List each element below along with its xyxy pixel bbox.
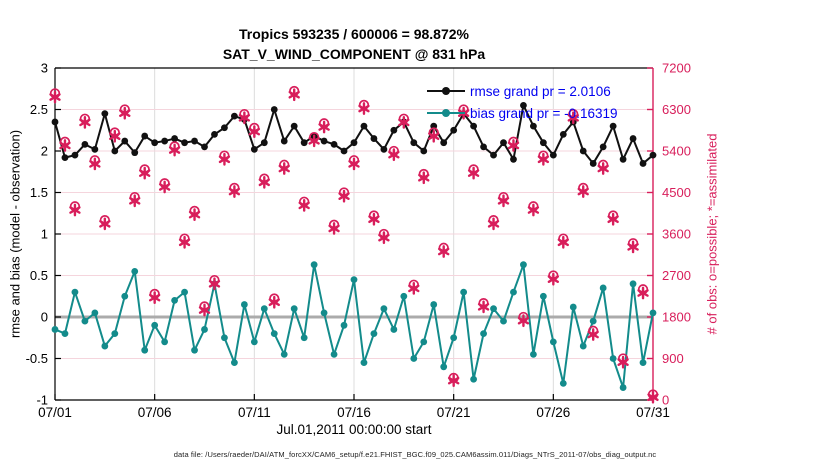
- svg-text:07/26: 07/26: [536, 405, 570, 420]
- legend-label-bias: bias grand pr = -0.16319: [470, 105, 618, 121]
- svg-text:07/01: 07/01: [38, 405, 72, 420]
- legend-row-rmse: rmse grand pr = 2.0106: [427, 80, 617, 102]
- svg-text:07/11: 07/11: [238, 405, 271, 420]
- chart-title-block: Tropics 593235 / 600006 = 98.872% SAT_V_…: [55, 24, 653, 64]
- chart-title: Tropics 593235 / 600006 = 98.872%: [238, 26, 469, 42]
- svg-text:07/21: 07/21: [437, 405, 471, 420]
- svg-text:900: 900: [662, 351, 684, 366]
- svg-text:1800: 1800: [662, 310, 691, 325]
- svg-text:3600: 3600: [662, 227, 691, 242]
- svg-text:7200: 7200: [662, 61, 691, 76]
- svg-text:-0.5: -0.5: [26, 351, 48, 366]
- legend-row-bias: bias grand pr = -0.16319: [427, 102, 617, 124]
- svg-text:-1: -1: [36, 393, 48, 408]
- svg-text:1.5: 1.5: [30, 185, 48, 200]
- data-file-path: data file: /Users/raeder/DAI/ATM_forcXX/…: [173, 450, 657, 459]
- rmse-line-marker-icon: [427, 86, 465, 96]
- chart-subtitle: SAT_V_WIND_COMPONENT @ 831 hPa: [222, 46, 486, 62]
- left-axis-label: rmse and bias (model - observation): [7, 129, 23, 339]
- svg-text:2700: 2700: [662, 268, 691, 283]
- svg-text:07/16: 07/16: [337, 405, 371, 420]
- bias-series: [51, 261, 657, 391]
- svg-text:5400: 5400: [662, 144, 691, 159]
- svg-text:07/31: 07/31: [636, 405, 670, 420]
- svg-text:2.5: 2.5: [30, 102, 48, 117]
- right-axis-label: # of obs: o=possible; *=assimilated: [704, 133, 720, 335]
- svg-text:2: 2: [41, 144, 48, 159]
- svg-text:0: 0: [41, 310, 48, 325]
- tick-labels: 3 2.5 2 1.5 1 0.5 0 -0.5 -1 7200 6300 5400 4500 3600 2…: [26, 61, 691, 421]
- svg-text:0: 0: [662, 393, 669, 408]
- bias-line-marker-icon: [427, 108, 465, 118]
- legend-label-rmse: rmse grand pr = 2.0106: [470, 83, 611, 99]
- svg-text:3: 3: [41, 61, 48, 76]
- legend: rmse grand pr = 2.0106 bias grand pr = -…: [427, 80, 617, 124]
- svg-text:6300: 6300: [662, 102, 691, 117]
- x-axis-label: Jul.01,2011 00:00:00 start: [276, 422, 432, 437]
- svg-text:1: 1: [41, 227, 48, 242]
- obs-markers: [49, 85, 659, 404]
- svg-text:4500: 4500: [662, 185, 691, 200]
- svg-text:07/06: 07/06: [138, 405, 172, 420]
- svg-text:0.5: 0.5: [30, 268, 48, 283]
